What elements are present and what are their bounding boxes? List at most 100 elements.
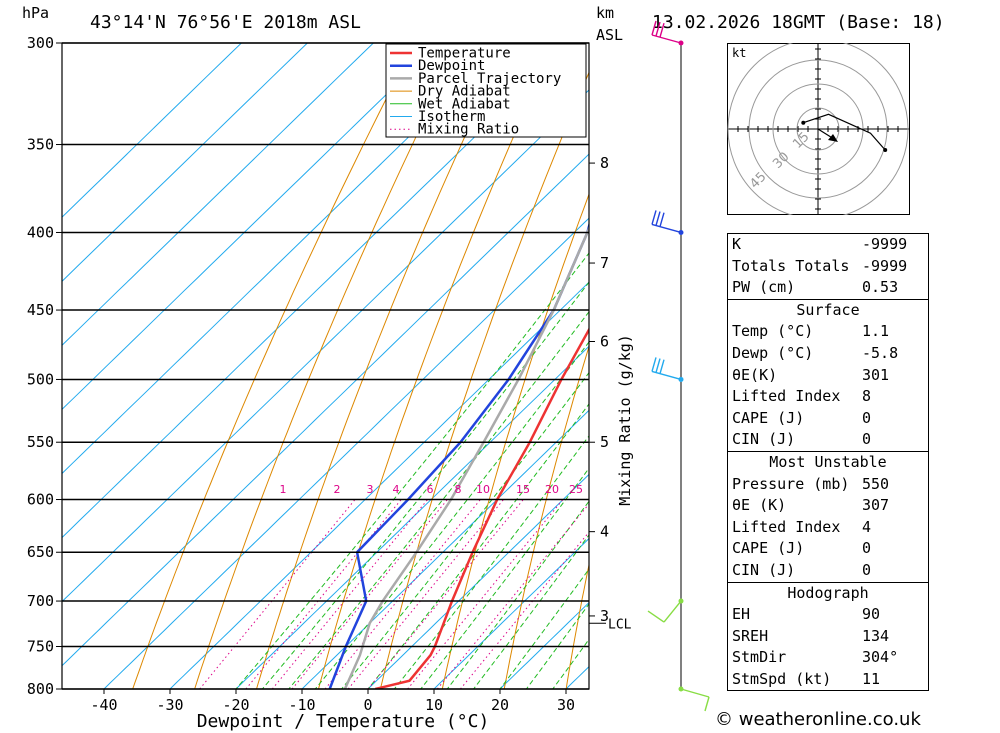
hodograph-stat-row: EH 90 [728, 604, 928, 626]
pressure-tick-label: 800 [27, 680, 54, 698]
mixing-ratio-line [436, 503, 589, 689]
hodograph-trace [803, 113, 886, 151]
temp-tick-label: -30 [156, 696, 183, 714]
hodograph-unit: kt [732, 46, 746, 60]
temp-tick-label: -20 [222, 696, 249, 714]
temperature-series [375, 327, 589, 689]
mixing-ratio-value: 4 [393, 483, 400, 496]
hodograph-stat-value: 11 [862, 669, 881, 688]
index-value: -9999 [862, 256, 908, 275]
table-section-indices: K -9999 Totals Totals -9999 PW (cm) 0.53 [728, 234, 928, 299]
hodograph-title: Hodograph [787, 583, 869, 602]
surface-title: Surface [796, 300, 860, 319]
pressure-tick-label: 700 [27, 592, 54, 610]
mixing-ratio-axis-label: Mixing Ratio (g/kg) [616, 334, 634, 506]
legend-label: Mixing Ratio [418, 122, 519, 138]
pressure-tick-label: 300 [27, 34, 54, 52]
temp-tick-label: -40 [90, 696, 117, 714]
pressure-tick-label: 400 [27, 223, 54, 241]
copyright: © weatheronline.co.uk [715, 709, 921, 730]
pressure-tick-label: 750 [27, 637, 54, 655]
hodograph-point [883, 148, 888, 152]
temp-tick-label: 30 [557, 696, 575, 714]
storm-motion-arrow [828, 134, 838, 142]
hodograph-stat-label: StmSpd (kt) [732, 669, 832, 688]
index-label: Totals Totals [732, 256, 850, 275]
wet-adiabat-line [288, 310, 589, 689]
most-unstable-row: CAPE (J) 0 [728, 538, 928, 560]
hodograph-stat-value: 134 [862, 626, 890, 645]
most-unstable-value: 4 [862, 517, 872, 536]
index-row: Totals Totals -9999 [728, 256, 928, 278]
height-unit-km: km [596, 4, 614, 22]
mixing-ratio-value: 2 [334, 483, 341, 496]
index-label: PW (cm) [732, 278, 796, 297]
hodograph-stat-label: SREH [732, 626, 769, 645]
temp-tick-label: 0 [363, 696, 372, 714]
mixing-ratio-labels: 1 2 3 4 6 8 10 15 20 25 [280, 483, 584, 496]
hodograph-ring [748, 59, 888, 199]
surface-row: Lifted Index 8 [728, 386, 928, 408]
pressure-tick-label: 550 [27, 433, 54, 451]
wind-barb-upper [651, 20, 684, 46]
wind-barb-mid [651, 210, 684, 235]
hodograph-point [801, 120, 806, 125]
surface-row: Dewp (°C) -5.8 [728, 343, 928, 365]
temp-tick-label: 10 [425, 696, 443, 714]
mixing-ratio-value: 6 [427, 483, 434, 496]
legend-label: Dewpoint [418, 58, 485, 74]
most-unstable-title: Most Unstable [769, 452, 887, 471]
legend-label: Isotherm [418, 109, 485, 125]
most-unstable-label: CIN (J) [732, 560, 796, 579]
most-unstable-label: Lifted Index [732, 517, 841, 536]
km-tick-label: 8 [600, 154, 609, 172]
hodograph-stat-row: StmSpd (kt) 11 [728, 669, 928, 691]
mixing-ratio-value: 20 [545, 483, 559, 496]
index-row: PW (cm) 0.53 [728, 277, 928, 299]
wind-barb-low [647, 598, 684, 623]
hodograph-stat-value: 304° [862, 648, 899, 667]
isotherm-line [62, 43, 243, 218]
pressure-tick-label: 650 [27, 543, 54, 561]
wind-barb-surface [678, 686, 710, 712]
surface-row: CIN (J) 0 [728, 429, 928, 451]
legend-label: Dry Adiabat [418, 84, 511, 100]
wet-adiabat-line [525, 603, 589, 689]
pressure-tick-label: 450 [27, 301, 54, 319]
hodograph-ring [796, 107, 840, 151]
dry-adiabat-line [132, 43, 416, 689]
hodograph-stat-value: 90 [862, 605, 881, 624]
wind-barbs [647, 20, 710, 712]
hodograph-ring [772, 83, 864, 175]
index-value: -9999 [862, 235, 908, 253]
isotherm-line [62, 43, 375, 347]
datetime-title: 13.02.2026 18GMT (Base: 18) [652, 12, 945, 33]
most-unstable-value: 307 [862, 496, 890, 515]
isotherm-line [499, 601, 589, 689]
surface-row: CAPE (J) 0 [728, 408, 928, 430]
legend-box [385, 43, 587, 138]
hodograph-stat-row: StmDir 304° [728, 647, 928, 669]
location-title: 43°14'N 76°56'E 2018m ASL [90, 12, 361, 33]
dry-adiabat-line [938, 21, 1000, 698]
wind-barb-mid-low [651, 357, 684, 382]
km-tick-label: 6 [600, 332, 609, 350]
surface-value: 301 [862, 365, 890, 384]
mixing-ratio-line [245, 499, 402, 689]
isotherm-line [433, 537, 589, 689]
surface-value: 8 [862, 387, 872, 406]
mixing-ratio-line [291, 499, 448, 689]
pressure-unit: hPa [22, 4, 49, 22]
mixing-ratio-value: 15 [516, 483, 530, 496]
most-unstable-row: Pressure (mb) 550 [728, 474, 928, 496]
index-row: K -9999 [728, 234, 928, 256]
lcl-label: LCL [608, 617, 632, 632]
hodograph-stat-row: SREH 134 [728, 626, 928, 648]
temp-tick-label: 20 [491, 696, 509, 714]
height-unit-asl: ASL [596, 26, 623, 44]
surface-row: Temp (°C) 1.1 [728, 321, 928, 343]
most-unstable-row: CIN (J) 0 [728, 560, 928, 582]
legend-label: Wet Adiabat [418, 96, 511, 112]
